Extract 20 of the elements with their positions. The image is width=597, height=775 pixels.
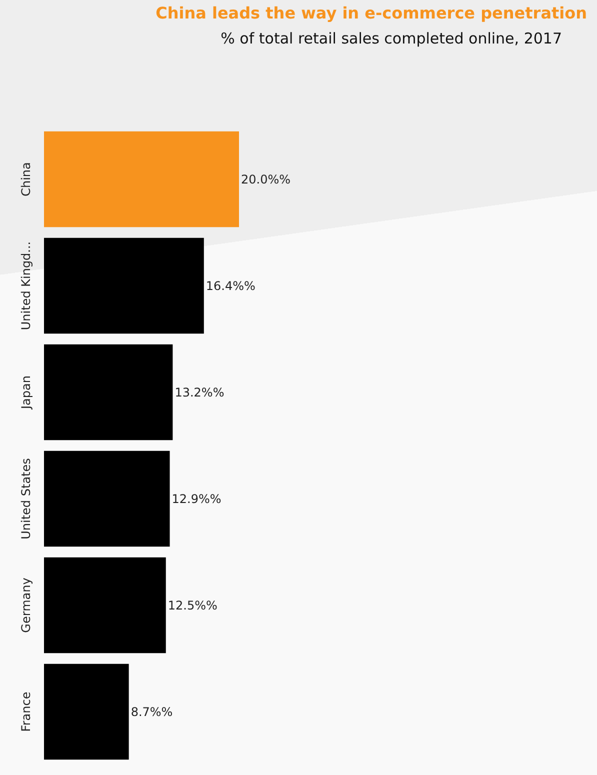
bar xyxy=(44,344,173,440)
bar xyxy=(44,238,204,334)
y-tick-label: United Kingd... xyxy=(19,241,33,330)
data-label: 16.4%% xyxy=(206,278,256,293)
y-tick-label: China xyxy=(19,162,33,196)
bar xyxy=(44,131,239,228)
data-label: 12.9%% xyxy=(172,492,222,506)
bar xyxy=(44,450,170,547)
y-tick-label: Japan xyxy=(19,376,33,410)
y-tick-label: Germany xyxy=(19,578,33,633)
data-label: 20.0%% xyxy=(241,172,291,186)
data-label: 12.5%% xyxy=(168,598,218,612)
text: % of total retail sales completed online, 2017 xyxy=(220,30,562,48)
text: China leads the way in e-commerce penetration xyxy=(156,4,587,22)
data-label: 13.2%% xyxy=(174,385,224,400)
y-tick-label: United States xyxy=(19,458,33,540)
data-label: 8.7%% xyxy=(130,704,173,719)
bar xyxy=(44,664,129,760)
bar xyxy=(44,557,166,654)
y-tick-label: France xyxy=(19,692,33,732)
